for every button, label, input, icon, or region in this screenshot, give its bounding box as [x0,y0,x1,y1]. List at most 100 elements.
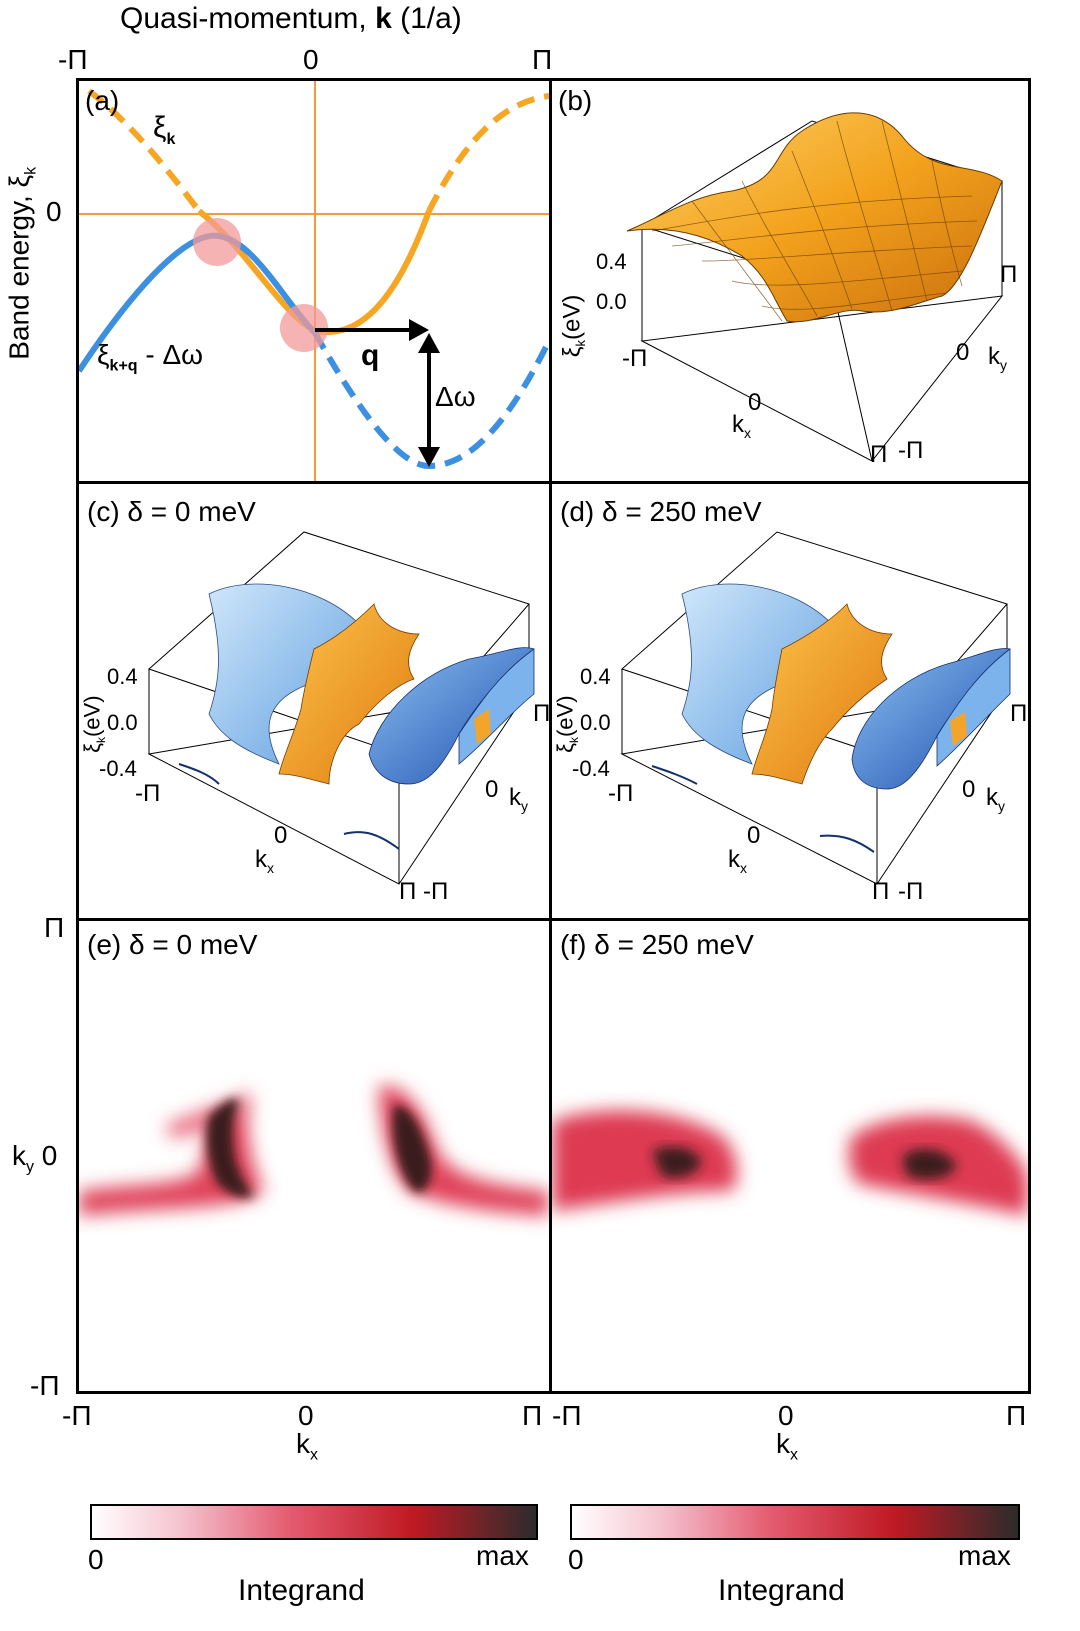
band-energy-label: Band energy, ξk [3,166,40,360]
dw-label: Δω [435,381,476,412]
panel-b-ztick-1: 0.4 [596,249,627,274]
kx-label-left: kx [296,1428,318,1464]
panel-e: (e) δ = 0 meV [76,918,552,1394]
colorbar-right-max: max [958,1540,1011,1571]
panel-d-kx-tick-2: 0 [747,822,761,849]
heatmap-right-core [392,1105,432,1193]
heatmap-left-core [652,1146,702,1178]
panel-c-zlabel: ξk(eV) [79,695,108,753]
heatmap-left-core [206,1099,254,1198]
kx-label-right: kx [776,1428,798,1464]
panel-b-kx-tick-1: -Π [622,345,648,372]
panel-c-tag: (c) δ = 0 meV [87,496,256,527]
colorbar-left [90,1504,538,1540]
kx-tick-right-1: -Π [552,1400,582,1431]
top-tick-right: Π [532,44,553,75]
panel-b-ky-label: ky [988,343,1007,373]
panel-d-tag: (d) δ = 250 meV [560,496,762,527]
panel-d: (d) δ = 250 meV ξk(eV) 0.4 0.0 -0.4 -Π 0… [549,481,1031,921]
panel-d-ky-tick-1: Π [1010,700,1028,727]
crossing-circle-2 [280,304,328,352]
heatmap-e [79,1085,549,1216]
panel-d-ztick-1: 0.4 [580,664,611,689]
panel-b-kx-tick-3: Π [870,441,888,468]
panel-c-kx-label: kx [255,846,274,876]
xi-kq-label: ξk+q - Δω [97,339,204,375]
contour-2 [819,834,875,853]
box-bottom [640,295,1004,462]
contour-1 [651,765,698,785]
kx-tick-left-3: Π [522,1400,543,1431]
panel-c: (c) δ = 0 meV ξk(eV) 0.4 0.0 -0.4 -Π 0 Π… [76,481,552,921]
panel-c-ky-tick-2: 0 [485,776,499,803]
small-orange [474,709,491,744]
panel-a: (a) ξk ξk+q - Δω q Δω [76,78,552,484]
ky-tick-top: Π [44,912,65,943]
ky-tick-bottom: -Π [30,1370,60,1401]
colorbar-left-min: 0 [88,1544,104,1575]
panel-c-kx-tick-3: Π [399,878,417,905]
xi-k-label: ξk [153,111,176,148]
panel-c-ky-label: ky [509,784,528,814]
blue-light-surface [208,583,360,765]
orange-surface [278,603,420,785]
panel-d-kx-label: kx [728,846,747,876]
colorbar-right-min: 0 [568,1544,584,1575]
panel-a-ytick-zero: 0 [46,196,62,227]
panel-d-ztick-3: -0.4 [572,756,610,781]
heatmap-left-lobe [552,1110,738,1211]
kx-tick-right-3: Π [1006,1400,1027,1431]
crossing-circle-1 [193,218,241,266]
panel-c-ztick-2: 0.0 [107,710,138,735]
q-label: q [361,339,380,372]
panel-a-tag: (a) [85,85,120,116]
box-edge-3 [831,285,873,462]
surface-plot-b [626,112,1004,462]
band-plot [79,81,549,481]
ky-tick-mid-label: ky 0 [12,1140,58,1176]
panel-b: (b) ξk(eV) 0.4 0.0 -Π 0 Π Π 0 -Π kx ky [549,78,1031,484]
panel-b-zlabel: ξk(eV) [558,294,589,358]
panel-f: (f) δ = 250 meV [549,918,1031,1394]
top-axis-label: Quasi-momentum, k (1/a) [120,2,462,35]
kx-tick-right-2: 0 [778,1400,794,1431]
surface-plot-d [620,531,1011,885]
panel-d-kx-tick-1: -Π [608,780,634,807]
panel-d-ky-tick-3: -Π [898,878,924,905]
panel-c-ky-tick-3: -Π [423,878,449,905]
panel-c-ztick-3: -0.4 [99,756,137,781]
colorbar-right [570,1504,1020,1540]
xi-k-dashed-right [426,93,549,213]
surface-plot-c [147,531,535,885]
colorbar-left-label: Integrand [238,1574,365,1607]
panel-f-tag: (f) δ = 250 meV [560,929,754,960]
panel-b-ky-tick-3: -Π [898,437,924,464]
colorbar-right-label: Integrand [718,1574,845,1607]
panel-c-ky-tick-1: Π [533,700,551,727]
panel-d-ztick-2: 0.0 [580,710,611,735]
panel-b-ztick-2: 0.0 [596,289,627,314]
surface-mesh [651,120,978,322]
panel-b-ky-tick-1: Π [1000,261,1018,288]
panel-e-tag: (e) δ = 0 meV [87,929,258,960]
heatmap-right-core [902,1148,957,1180]
orange-surface [751,603,893,785]
panel-b-ky-tick-2: 0 [956,339,970,366]
panel-d-ky-tick-2: 0 [962,776,976,803]
top-tick-middle: 0 [303,44,319,75]
panel-b-tag: (b) [558,85,593,116]
dw-arrow-head-down [418,447,440,467]
q-arrow-head [409,319,429,341]
contour-1 [178,763,220,785]
xi-k-dashed-left [87,88,202,213]
dw-arrow-head-up [418,333,440,353]
kx-tick-left-2: 0 [298,1400,314,1431]
kx-tick-left-1: -Π [62,1400,92,1431]
small-orange [950,712,967,746]
heatmap-f [552,1110,1028,1216]
panel-c-kx-tick-1: -Π [135,780,161,807]
panel-d-kx-tick-3: Π [872,878,890,905]
panel-b-kx-tick-2: 0 [748,389,762,416]
panel-c-kx-tick-2: 0 [274,822,288,849]
panel-d-zlabel: ξk(eV) [552,695,581,753]
